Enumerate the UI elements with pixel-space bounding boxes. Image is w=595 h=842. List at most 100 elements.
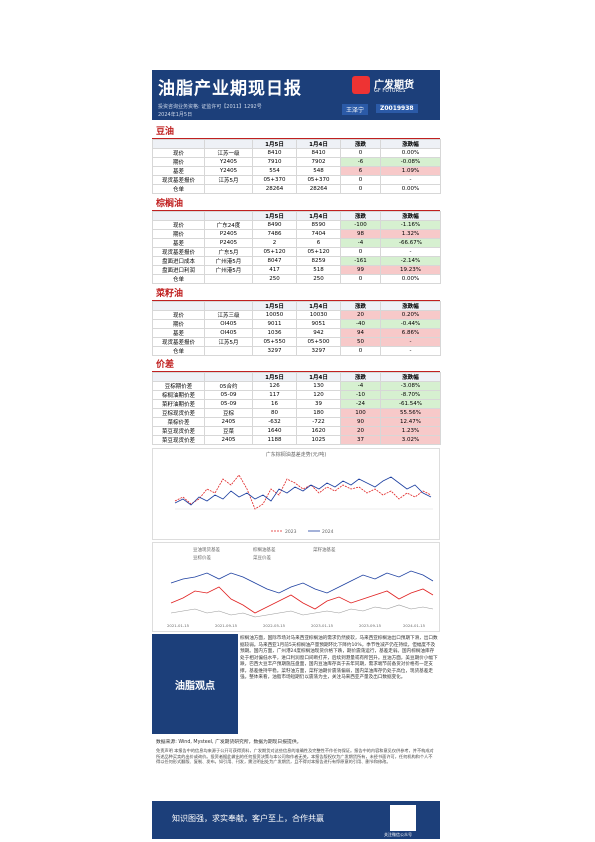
table-cell: 期价 — [152, 229, 205, 239]
table-cell: 0.00% — [380, 274, 441, 284]
table-cell: OI405 — [204, 319, 253, 329]
table-row: 菜籽油期价差 05-09 16 39 -24 -61.54% — [152, 399, 441, 409]
table-cell: 棕榈油期价差 — [152, 390, 205, 400]
column-header — [204, 139, 253, 149]
column-header: 涨跌 — [340, 211, 381, 221]
x-label-3: 2023-01-15 — [311, 623, 334, 628]
table-cell: 基差 — [152, 166, 205, 176]
table-cell: 0.20% — [380, 310, 441, 320]
column-header — [204, 301, 253, 311]
disclaimer: 免责声明 本报告中的信息均来源于公开可获得资料，广发期货对这些信息的准确性及完整… — [156, 748, 434, 764]
legend-c: 菜籽油基差 — [313, 546, 336, 553]
table-cell: 0 — [340, 184, 381, 194]
table-cell: - — [380, 247, 441, 257]
table-cell: 基差 — [152, 238, 205, 248]
spread-series-gray — [170, 604, 434, 618]
table-cell: 8410 — [252, 148, 297, 158]
table-cell: 7910 — [252, 157, 297, 167]
table-cell: -6 — [340, 157, 381, 167]
legend-e: 菜豆价差 — [253, 554, 271, 561]
table-cell: 菜豆现货价差 — [152, 435, 205, 445]
table-cell: 250 — [252, 274, 297, 284]
column-header: 1月4日 — [296, 301, 341, 311]
spread-section: 价差 1月5日 1月4日 涨跌 涨跌幅 豆棕期价差 05合约 126 130 -4 -3.08% 棕… — [152, 359, 441, 445]
rapeseed-table: 1月5日 1月4日 涨跌 涨跌幅 现价 江苏三级 10050 10030 20 0.20% 期价 OI… — [152, 301, 441, 356]
table-header-row: 1月5日 1月4日 涨跌 涨跌幅 — [152, 301, 441, 311]
table-cell: 期价 — [152, 157, 205, 167]
table-cell: 7902 — [296, 157, 341, 167]
series-2023-line — [174, 474, 432, 510]
spread-series-red — [170, 586, 434, 614]
table-cell: -2.14% — [380, 256, 441, 266]
logo-en: GF FUTURES — [374, 88, 406, 94]
table-row: 豆棕期价差 05合约 126 130 -4 -3.08% — [152, 381, 441, 391]
table-cell: 1.09% — [380, 166, 441, 176]
table-cell: Y2405 — [204, 166, 253, 176]
column-header: 1月5日 — [252, 139, 297, 149]
table-cell: 05+120 — [252, 247, 297, 257]
table-cell: -10 — [340, 390, 381, 400]
table-row: 盘面进口成本 广州港5月 8047 8259 -161 -2.14% — [152, 256, 441, 266]
table-cell: 05-09 — [204, 399, 253, 409]
table-cell: 120 — [296, 390, 341, 400]
column-header — [204, 372, 253, 382]
table-cell: 117 — [252, 390, 297, 400]
table-cell: 6.86% — [380, 328, 441, 338]
table-cell: 05+550 — [252, 337, 297, 347]
table-cell: 现价 — [152, 220, 205, 230]
table-cell: 3.02% — [380, 435, 441, 445]
column-header: 涨跌幅 — [380, 139, 441, 149]
table-cell: 豆棕现货价差 — [152, 408, 205, 418]
table-cell: 0.00% — [380, 184, 441, 194]
table-cell: 盘面进口成本 — [152, 256, 205, 266]
table-cell: P2405 — [204, 238, 253, 248]
table-row: 仓单 250 250 0 0.00% — [152, 274, 441, 284]
x-label-2: 2022-05-15 — [263, 623, 286, 628]
table-cell: 50 — [340, 337, 381, 347]
table-cell: 广州港5月 — [204, 256, 253, 266]
table-cell: - — [380, 346, 441, 356]
table-cell: 8490 — [252, 220, 297, 230]
table-cell: 1036 — [252, 328, 297, 338]
table-cell: 518 — [296, 265, 341, 275]
table-row: 期价 OI405 9011 9051 -40 -0.44% — [152, 319, 441, 329]
table-cell: 19.23% — [380, 265, 441, 275]
table-cell: 39 — [296, 399, 341, 409]
table-cell — [204, 346, 253, 356]
table-cell: -1.16% — [380, 220, 441, 230]
legend-2024: 2024 — [322, 529, 334, 535]
table-cell: 554 — [252, 166, 297, 176]
qr-code-icon[interactable] — [390, 805, 416, 831]
sources-note: 数据来源: Wind, Mysteel, 广发期货研究所，数据为期现日报提供。 — [156, 740, 302, 745]
spread-table: 1月5日 1月4日 涨跌 涨跌幅 豆棕期价差 05合约 126 130 -4 -3.08% 棕榈油期… — [152, 372, 441, 445]
table-cell: -0.44% — [380, 319, 441, 329]
table-header-row: 1月5日 1月4日 涨跌 涨跌幅 — [152, 139, 441, 149]
table-cell: 180 — [296, 408, 341, 418]
legend-2023: 2023 — [285, 529, 297, 535]
table-cell: 0 — [340, 274, 381, 284]
column-header: 涨跌幅 — [380, 301, 441, 311]
table-row: 基差 Y2405 554 548 6 1.09% — [152, 166, 441, 176]
chart-spreads-svg: 豆油现货基差 棕榈油基差 菜籽油基差 豆棕价差 菜豆价差 2021-01-15 … — [167, 546, 434, 628]
table-cell: 94 — [340, 328, 381, 338]
column-header: 1月4日 — [296, 139, 341, 149]
logo-icon — [352, 76, 370, 94]
table-cell: 10050 — [252, 310, 297, 320]
table-cell: 0 — [340, 346, 381, 356]
table-cell: -100 — [340, 220, 381, 230]
legend-d: 豆棕价差 — [193, 554, 211, 561]
table-row: 现货基差报价 广东5月 05+120 05+120 0- — [152, 247, 441, 257]
chart-basis: 广东棕榈油基差走势(元/吨) 2023 2024 — [152, 448, 440, 540]
analyst-code: Z0019938 — [376, 104, 418, 113]
column-header: 1月5日 — [252, 211, 297, 221]
table-row: 豆棕现货价差 豆棕 80 180 100 55.56% — [152, 408, 441, 418]
table-cell: 基差 — [152, 328, 205, 338]
table-cell: 2405 — [204, 417, 253, 427]
table-row: 现价 江苏三级 10050 10030 20 0.20% — [152, 310, 441, 320]
table-row: 现货基差报价 江苏5月 05+370 05+370 0- — [152, 175, 441, 185]
table-cell: 2405 — [204, 435, 253, 445]
table-cell: 12.47% — [380, 417, 441, 427]
table-cell: -3.08% — [380, 381, 441, 391]
soybean-title: 豆油 — [152, 126, 440, 139]
table-cell: -8.70% — [380, 390, 441, 400]
